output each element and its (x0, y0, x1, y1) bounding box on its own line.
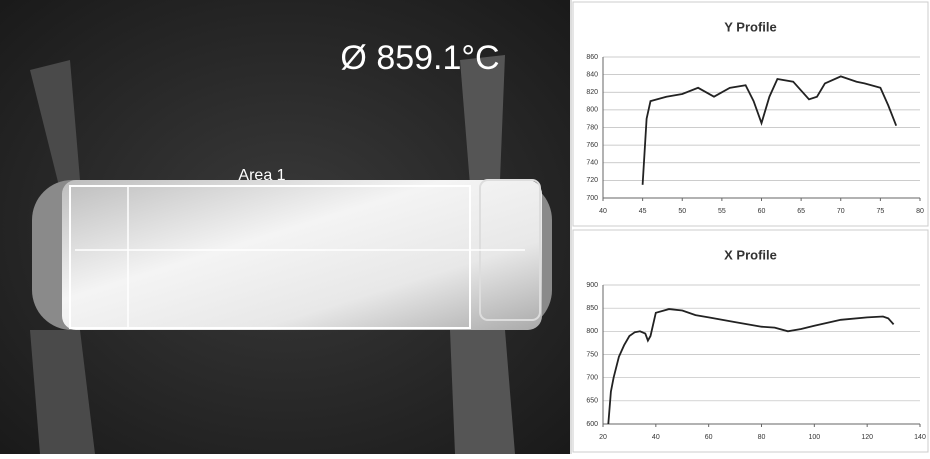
x-tick-label: 140 (914, 434, 926, 441)
chart-title: Y Profile (724, 19, 777, 34)
x-tick-label: 60 (758, 208, 766, 215)
thermal-image: Ø 859.1°C Area 1 (0, 0, 570, 454)
x-tick-label: 120 (861, 434, 873, 441)
y-tick-label: 700 (586, 195, 598, 202)
x-tick-label: 70 (837, 208, 845, 215)
x-tick-label: 40 (652, 434, 660, 441)
y-tick-label: 800 (586, 107, 598, 114)
y-tick-label: 760 (586, 142, 598, 149)
y-tick-label: 700 (586, 375, 598, 382)
y-tick-label: 600 (586, 421, 598, 428)
y-tick-label: 780 (586, 124, 598, 131)
x-tick-label: 80 (916, 208, 924, 215)
x-tick-label: 100 (808, 434, 820, 441)
x-tick-label: 75 (876, 208, 884, 215)
x-tick-label: 55 (718, 208, 726, 215)
x-tick-label: 80 (758, 434, 766, 441)
area-label: Area 1 (238, 167, 285, 184)
chart-panel (572, 1, 929, 227)
y-tick-label: 840 (586, 71, 598, 78)
y-tick-label: 860 (586, 54, 598, 61)
y-tick-label: 820 (586, 89, 598, 96)
chart-title: X Profile (724, 247, 777, 262)
series-line (641, 75, 898, 185)
y-tick-label: 740 (586, 160, 598, 167)
x-tick-label: 45 (639, 208, 647, 215)
heated-part (62, 180, 542, 330)
fixture (450, 55, 515, 454)
x-tick-label: 65 (797, 208, 805, 215)
y-tick-label: 750 (586, 351, 598, 358)
temperature-reading: Ø 859.1°C (340, 39, 499, 77)
x-tick-label: 40 (599, 208, 607, 215)
y-tick-label: 850 (586, 305, 598, 312)
y-tick-label: 800 (586, 328, 598, 335)
y-tick-label: 720 (586, 177, 598, 184)
y-tick-label: 900 (586, 282, 598, 289)
chart-panel (572, 229, 929, 453)
y-tick-label: 650 (586, 398, 598, 405)
series-line (607, 308, 895, 425)
x-tick-label: 60 (705, 434, 713, 441)
area-box (69, 185, 471, 329)
x-tick-label: 50 (678, 208, 686, 215)
fixture (30, 60, 95, 454)
x-tick-label: 20 (599, 434, 607, 441)
